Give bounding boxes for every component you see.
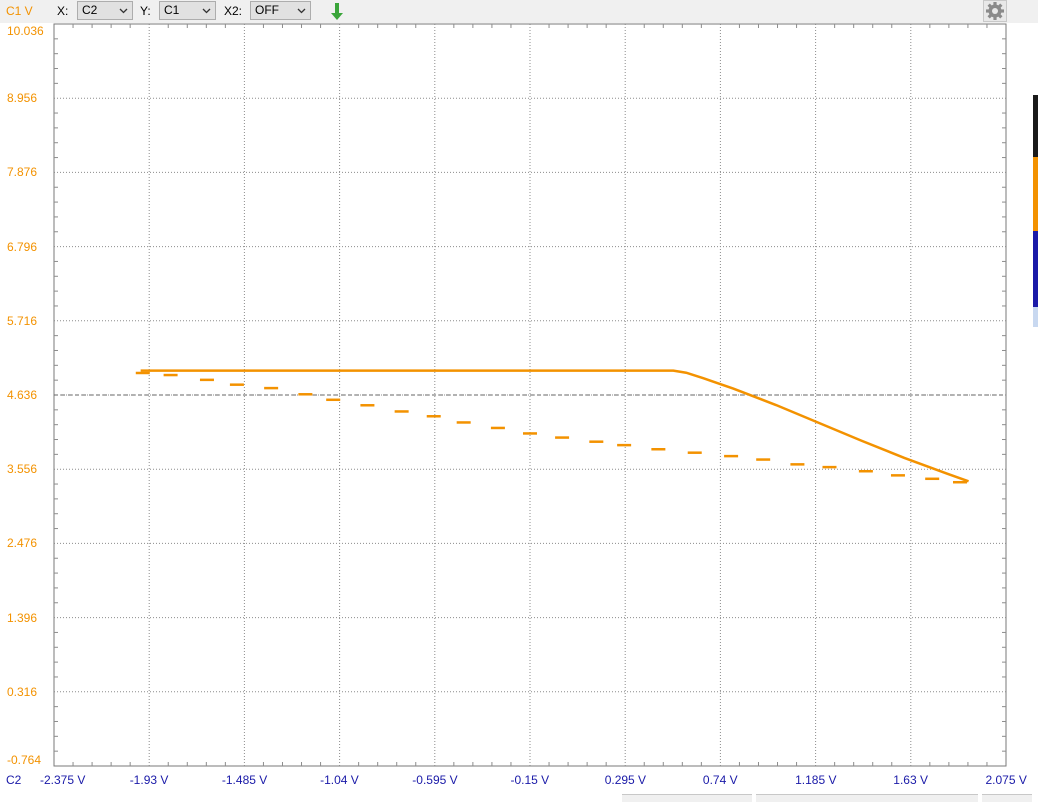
trace-point: [617, 443, 632, 447]
y-tick-label: 0.316: [7, 684, 38, 699]
x-tick-label: 1.185 V: [795, 773, 837, 787]
scrollbar-segment[interactable]: [622, 794, 752, 802]
x-channel-label: X:: [57, 4, 69, 18]
trace-point: [163, 373, 178, 377]
y-tick-label: 2.476: [7, 536, 38, 551]
trace-point: [687, 451, 702, 454]
trace-point: [135, 371, 150, 375]
y-channel-select[interactable]: C1: [159, 1, 216, 20]
settings-button[interactable]: [983, 0, 1007, 22]
y-channel-label: Y:: [140, 4, 151, 18]
x-tick-label: 2.075 V: [985, 773, 1027, 787]
trace-point: [490, 426, 505, 430]
trace-point: [555, 436, 570, 439]
trace-point: [229, 383, 244, 386]
chevron-down-icon: [297, 8, 306, 14]
marker-tail: [1033, 307, 1038, 327]
y-channel-value: C1: [164, 3, 180, 17]
trace-point: [394, 410, 409, 413]
x-tick-label: -1.04 V: [320, 773, 359, 787]
trace-point: [756, 458, 771, 461]
y-tick-label: 1.396: [7, 610, 38, 625]
trace-point: [651, 448, 666, 451]
y-tick-label: -0.764: [7, 753, 42, 767]
scrollbar-segment[interactable]: [982, 794, 1032, 802]
trace-point: [925, 477, 940, 481]
x2-channel-select[interactable]: OFF: [250, 1, 311, 20]
trace-point: [199, 378, 214, 382]
x-tick-label: -0.595 V: [412, 773, 458, 787]
trace-point: [724, 454, 739, 458]
x-tick-label: -0.15 V: [510, 773, 550, 787]
trace-point: [360, 404, 375, 407]
trace-point: [790, 463, 805, 466]
y-tick-label: 10.036: [7, 24, 44, 38]
gear-icon: [986, 2, 1004, 20]
trace-point: [298, 393, 313, 396]
arrow-down-icon[interactable]: [330, 2, 344, 21]
x-tick-label: 1.63 V: [893, 773, 928, 787]
y-tick-label: 8.956: [7, 91, 38, 106]
trace-point: [426, 415, 441, 418]
x-tick-label: -1.485 V: [221, 773, 268, 787]
x-tick-label: -1.93 V: [129, 773, 169, 787]
x-channel-select[interactable]: C2: [77, 1, 133, 20]
x-axis-channel-label: C2: [6, 773, 22, 787]
y-tick-label: 3.556: [7, 462, 38, 477]
x2-channel-label: X2:: [224, 4, 243, 18]
y-tick-label: 4.636: [7, 388, 38, 402]
trace-point: [953, 480, 968, 484]
y-tick-label: 7.876: [7, 165, 38, 180]
x2-channel-value: OFF: [255, 3, 279, 17]
dark-marker: [1033, 95, 1038, 157]
trace-point: [890, 474, 905, 477]
trace-point: [858, 469, 873, 473]
x-tick-label: 0.74 V: [702, 773, 738, 787]
chevron-down-icon: [119, 8, 128, 14]
trace-point: [326, 398, 341, 402]
trace-point: [456, 421, 471, 424]
channel-marker-c2[interactable]: [1033, 231, 1038, 307]
trace-series-1: [140, 369, 969, 483]
trace-point: [523, 432, 537, 435]
x-channel-value: C2: [82, 3, 98, 17]
y-tick-label: 6.796: [7, 239, 38, 254]
channel-marker-c1[interactable]: [1033, 157, 1038, 231]
x-tick-label: 0.295 V: [604, 773, 647, 787]
toolbar: C1 V X: C2 Y: C1 X2: OFF: [0, 0, 1038, 23]
y-unit-label: C1 V: [6, 4, 33, 18]
trace-point: [589, 440, 604, 443]
x-tick-label: -2.375 V: [40, 773, 86, 787]
trace-point: [264, 386, 279, 390]
y-tick-label: 5.716: [7, 313, 38, 328]
chevron-down-icon: [202, 8, 211, 14]
scrollbar-segment[interactable]: [756, 794, 978, 802]
trace-point: [822, 465, 837, 469]
